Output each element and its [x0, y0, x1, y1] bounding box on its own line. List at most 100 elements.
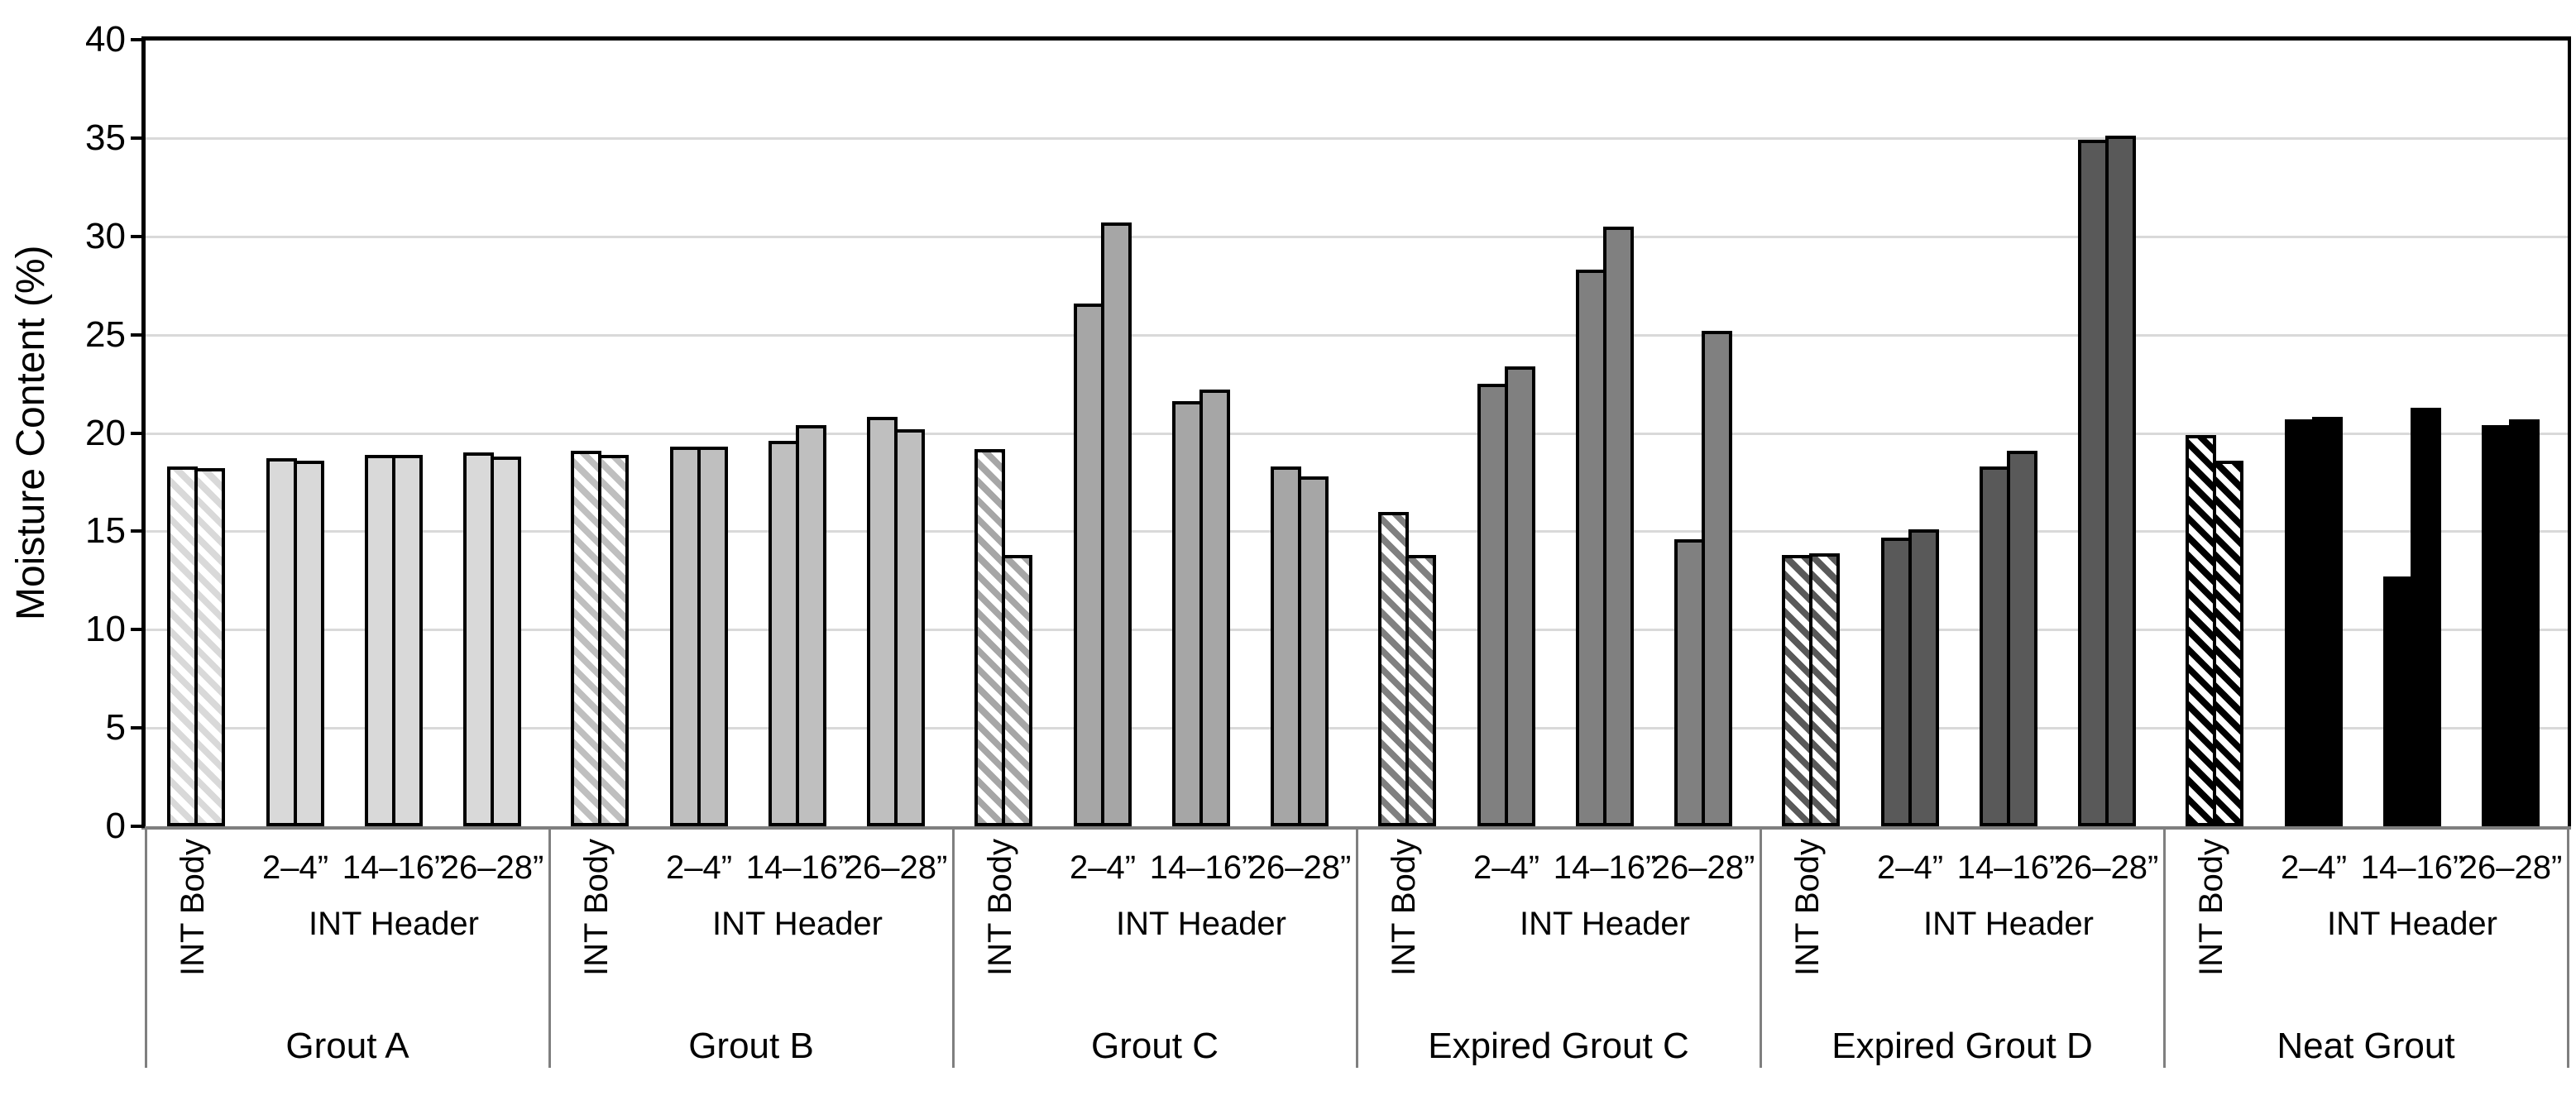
bar-expired-grout-d-26-28in-2 [2105, 136, 2136, 826]
group-label: Expired Grout C [1428, 1026, 1689, 1066]
bar-expired-grout-d-26-28in-1 [2078, 140, 2109, 826]
bar-expired-grout-c-2-4in-2 [1505, 366, 1535, 826]
bar-grout-c-26-28in-1 [1271, 466, 1301, 826]
bar-expired-grout-d-14-16in-2 [2007, 450, 2037, 826]
bar-grout-b-14-16in-1 [768, 441, 799, 826]
bar-expired-grout-d-int-body-1 [1782, 554, 1812, 826]
group-separator [548, 826, 551, 1068]
group-label: Grout B [688, 1026, 814, 1066]
bar-expired-grout-c-26-28in-1 [1674, 538, 1705, 826]
bar-neat-grout-int-body-2 [2213, 460, 2243, 826]
bar-neat-grout-2-4in-1 [2285, 419, 2315, 826]
gridline-15 [146, 530, 2568, 533]
bar-expired-grout-c-26-28in-2 [1702, 330, 1732, 826]
int-header-label: INT Header [1922, 906, 2094, 942]
gridline-35 [146, 136, 2568, 140]
bar-expired-grout-d-2-4in-2 [1908, 529, 1939, 826]
bar-grout-a-int-body-1 [167, 466, 198, 826]
y-tick-label-40: 40 [85, 19, 126, 60]
gridline-25 [146, 333, 2568, 337]
depth-label: 2–4” [1472, 849, 1540, 886]
int-body-label: INT Body [578, 839, 615, 976]
y-tick-mark-25 [131, 332, 146, 337]
bar-expired-grout-d-14-16in-1 [1980, 466, 2010, 826]
y-tick-mark-40 [131, 38, 146, 41]
bar-expired-grout-c-14-16in-1 [1576, 270, 1606, 826]
bar-grout-c-14-16in-1 [1172, 401, 1203, 826]
int-header-label: INT Header [308, 906, 479, 942]
bar-neat-grout-14-16in-1 [2383, 576, 2414, 826]
y-tick-label-25: 25 [85, 313, 126, 355]
y-tick-mark-5 [131, 726, 146, 730]
bar-expired-grout-d-2-4in-1 [1881, 537, 1912, 826]
int-body-label: INT Body [175, 839, 211, 976]
bar-grout-b-26-28in-2 [894, 428, 925, 826]
bar-neat-grout-2-4in-2 [2312, 417, 2343, 826]
int-header-label: INT Header [2326, 906, 2497, 942]
bar-expired-grout-d-int-body-2 [1809, 552, 1840, 826]
bar-expired-grout-c-int-body-1 [1378, 511, 1409, 826]
bar-grout-b-2-4in-2 [697, 447, 728, 826]
depth-label: 14–16” [342, 849, 446, 886]
bar-expired-grout-c-14-16in-2 [1603, 226, 1634, 826]
bar-grout-c-int-body-2 [1002, 554, 1032, 826]
group-separator [2567, 826, 2569, 1068]
int-body-label: INT Body [1386, 839, 1422, 976]
depth-label: 14–16” [1553, 849, 1657, 886]
y-tick-label-10: 10 [85, 609, 126, 650]
bar-grout-a-14-16in-2 [392, 454, 423, 826]
bar-grout-a-2-4in-1 [266, 458, 297, 826]
y-tick-label-5: 5 [105, 707, 126, 749]
gridline-5 [146, 727, 2568, 730]
group-label: Grout C [1090, 1026, 1219, 1066]
bar-neat-grout-int-body-1 [2186, 434, 2216, 826]
y-tick-mark-10 [131, 628, 146, 632]
plot-frame-right [2568, 36, 2571, 828]
group-label: Neat Grout [2277, 1026, 2455, 1066]
bar-grout-b-int-body-1 [571, 450, 601, 826]
bar-grout-a-26-28in-1 [463, 452, 494, 826]
depth-label: 2–4” [261, 849, 329, 886]
bar-expired-grout-c-int-body-2 [1405, 554, 1436, 826]
y-tick-label-20: 20 [85, 412, 126, 453]
bar-grout-c-2-4in-1 [1074, 303, 1104, 826]
y-tick-mark-15 [131, 529, 146, 533]
int-body-label: INT Body [982, 839, 1018, 976]
depth-label: 2–4” [1876, 849, 1944, 886]
bar-grout-a-14-16in-1 [365, 454, 395, 826]
bar-neat-grout-26-28in-2 [2509, 419, 2540, 826]
bar-grout-b-14-16in-2 [796, 424, 826, 826]
group-separator [2163, 826, 2166, 1068]
depth-label: 14–16” [745, 849, 850, 886]
group-label: Expired Grout D [1831, 1026, 2093, 1066]
gridline-20 [146, 432, 2568, 435]
y-tick-label-35: 35 [85, 117, 126, 158]
bar-grout-c-2-4in-2 [1101, 222, 1132, 826]
int-header-label: INT Header [711, 906, 883, 942]
bar-grout-a-26-28in-2 [491, 457, 521, 826]
bar-grout-c-int-body-1 [974, 448, 1005, 826]
bar-grout-c-14-16in-2 [1199, 390, 1230, 826]
y-tick-mark-20 [131, 431, 146, 435]
depth-label: 26–28” [2459, 849, 2563, 886]
bar-neat-grout-14-16in-2 [2411, 407, 2441, 826]
bar-grout-c-26-28in-2 [1298, 476, 1329, 826]
y-tick-label-15: 15 [85, 510, 126, 552]
y-tick-mark-30 [131, 234, 146, 238]
group-separator [1356, 826, 1358, 1068]
bar-grout-a-2-4in-2 [294, 460, 324, 826]
group-label: Grout A [285, 1026, 409, 1066]
depth-label: 26–28” [844, 849, 948, 886]
depth-label: 2–4” [1069, 849, 1137, 886]
bar-grout-b-2-4in-1 [670, 447, 701, 826]
int-header-label: INT Header [1115, 906, 1286, 942]
gridline-10 [146, 629, 2568, 632]
bar-grout-b-int-body-2 [598, 454, 629, 826]
bar-grout-a-int-body-2 [194, 468, 225, 826]
int-body-label: INT Body [1789, 839, 1826, 976]
depth-label: 26–28” [440, 849, 544, 886]
bar-expired-grout-c-2-4in-1 [1477, 384, 1508, 826]
int-header-label: INT Header [1519, 906, 1690, 942]
depth-label: 14–16” [1956, 849, 2061, 886]
